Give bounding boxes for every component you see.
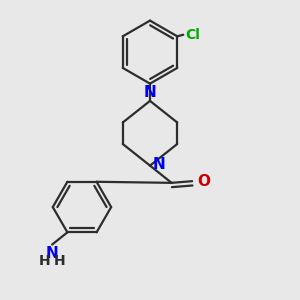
Text: Cl: Cl [185,28,200,42]
Text: N: N [46,246,59,261]
Text: N: N [153,158,165,172]
Text: H: H [39,254,51,268]
Text: H: H [54,254,65,268]
Text: N: N [144,85,156,100]
Text: O: O [197,174,210,189]
